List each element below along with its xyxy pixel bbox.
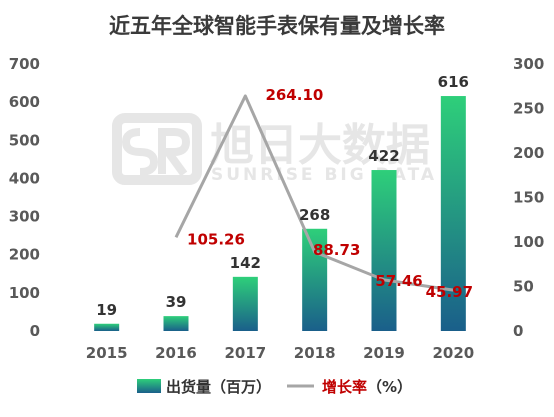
- y-left-tick-label: 0: [30, 322, 40, 340]
- bar-value-label: 268: [299, 206, 330, 224]
- x-tick-label: 2017: [224, 344, 266, 362]
- bar: [302, 228, 328, 331]
- rate-value-label: 88.73: [313, 241, 360, 259]
- x-tick-label: 2015: [86, 344, 128, 362]
- y-left-tick-label: 600: [9, 93, 40, 111]
- legend-line-label-main: 增长率: [322, 378, 367, 396]
- watermark: 旭日大数据 SUNRISE BIG DATA: [112, 113, 437, 185]
- bars: [94, 96, 466, 331]
- axes: 0 100 200 300 400 500 600 700 0 50 100 150 200 250 300…: [9, 55, 545, 362]
- bar: [163, 316, 189, 331]
- bar-value-label: 39: [166, 293, 187, 311]
- x-tick-label: 2020: [432, 344, 474, 362]
- legend: 出货量（百万） 增长率（%）: [137, 378, 412, 396]
- y-left-tick-label: 300: [9, 208, 40, 226]
- rate-value-label: 264.10: [265, 86, 323, 104]
- bar: [440, 96, 466, 331]
- legend-bar-swatch: [137, 379, 161, 393]
- y-right-tick-label: 250: [513, 100, 544, 118]
- rate-value-label: 45.97: [426, 283, 473, 301]
- y-right-tick-label: 300: [513, 55, 544, 73]
- y-right-tick-label: 100: [513, 233, 544, 251]
- y-left-tick-label: 200: [9, 246, 40, 264]
- bar-value-label: 616: [438, 73, 469, 91]
- bar-value-label: 142: [230, 254, 261, 272]
- watermark-subtext: SUNRISE BIG DATA: [211, 165, 437, 185]
- rate-value-label: 57.46: [375, 272, 422, 290]
- x-tick-label: 2019: [363, 344, 405, 362]
- watermark-text: 旭日大数据: [210, 120, 430, 171]
- y-right-tick-label: 200: [513, 144, 544, 162]
- bar-value-label: 422: [368, 147, 399, 165]
- y-right-tick-label: 50: [513, 278, 534, 296]
- y-right-tick-label: 0: [513, 322, 523, 340]
- rate-value-label: 105.26: [187, 230, 245, 248]
- legend-line-label-unit: （%）: [367, 378, 412, 396]
- x-tick-label: 2018: [294, 344, 336, 362]
- sr-logo-icon: [112, 113, 202, 185]
- growth-rate-line: [174, 94, 454, 292]
- y-left-tick-label: 400: [9, 169, 40, 187]
- y-left-tick-label: 100: [9, 284, 40, 302]
- growth-line-layer: [174, 94, 454, 292]
- chart-title: 近五年全球智能手表保有量及增长率: [109, 14, 445, 38]
- bar-value-label: 19: [96, 301, 117, 319]
- y-right-tick-label: 150: [513, 189, 544, 207]
- legend-bar-label: 出货量（百万）: [166, 378, 271, 396]
- legend-line-label: 增长率（%）: [322, 378, 412, 396]
- bar: [232, 276, 258, 331]
- data-labels: 19 39 142 268 422 616 105.26 264.10 88.73 57.4645…: [96, 73, 473, 319]
- bar: [371, 170, 397, 331]
- bar: [94, 323, 120, 331]
- y-left-tick-label: 700: [9, 55, 40, 73]
- x-tick-label: 2016: [155, 344, 197, 362]
- y-left-tick-label: 500: [9, 131, 40, 149]
